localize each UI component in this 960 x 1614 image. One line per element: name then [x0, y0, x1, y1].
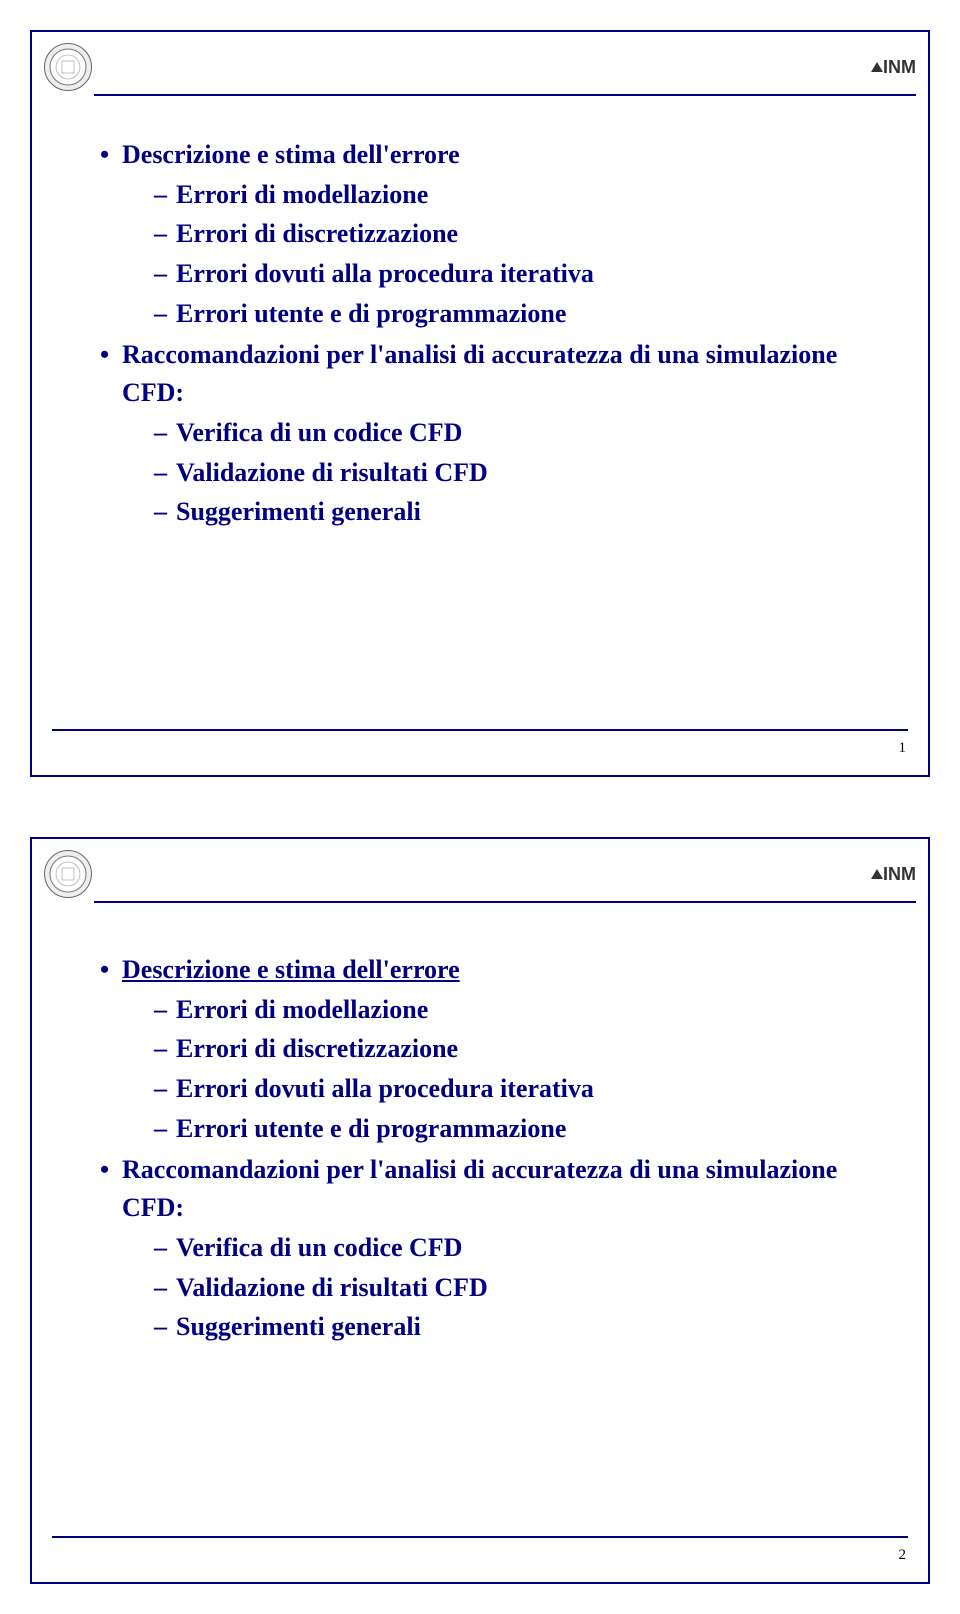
bullet-level2: Errori dovuti alla procedura iterativa: [154, 1070, 884, 1108]
bullet-level2: Errori di discretizzazione: [154, 1030, 884, 1068]
triangle-icon: [871, 869, 883, 879]
slide-1: INM Descrizione e stima dell'errore Erro…: [0, 0, 960, 807]
slide-border: INM Descrizione e stima dell'errore Erro…: [30, 837, 930, 1584]
bullet-level2: Suggerimenti generali: [154, 1308, 884, 1346]
bullet-level1: Descrizione e stima dell'errore Errori d…: [100, 951, 884, 1147]
bullet-level1: Raccomandazioni per l'analisi di accurat…: [100, 336, 884, 530]
bullet-level1: Raccomandazioni per l'analisi di accurat…: [100, 1151, 884, 1345]
bullet-level2: Validazione di risultati CFD: [154, 454, 884, 492]
bullet-level2: Verifica di un codice CFD: [154, 1229, 884, 1267]
triangle-icon: [871, 62, 883, 72]
slide-header: INM: [40, 40, 920, 94]
bullet-level2: Errori di modellazione: [154, 176, 884, 214]
slide-content: Descrizione e stima dell'errore Errori d…: [40, 903, 920, 1370]
bullet-level1: Descrizione e stima dell'errore Errori d…: [100, 136, 884, 332]
bullet-level2: Errori di modellazione: [154, 991, 884, 1029]
page-number: 1: [899, 740, 907, 757]
bullet-level2: Errori utente e di programmazione: [154, 295, 884, 333]
page-number: 2: [899, 1547, 907, 1564]
slide-header: INM: [40, 847, 920, 901]
bullet-level2: Suggerimenti generali: [154, 493, 884, 531]
seal-logo-icon: [44, 43, 92, 91]
slide-2: INM Descrizione e stima dell'errore Erro…: [0, 807, 960, 1614]
slide-border: INM Descrizione e stima dell'errore Erro…: [30, 30, 930, 777]
bullet-level2: Errori utente e di programmazione: [154, 1110, 884, 1148]
logo-right-text: INM: [883, 57, 916, 78]
bullet-level2: Verifica di un codice CFD: [154, 414, 884, 452]
logo-right: INM: [871, 864, 916, 885]
bullet-level2: Errori dovuti alla procedura iterativa: [154, 255, 884, 293]
logo-right-text: INM: [883, 864, 916, 885]
footer-divider: [52, 729, 908, 731]
footer-divider: [52, 1536, 908, 1538]
bullet-level2: Errori di discretizzazione: [154, 215, 884, 253]
slide-content: Descrizione e stima dell'errore Errori d…: [40, 96, 920, 555]
bullet-text: Descrizione e stima dell'errore: [122, 955, 460, 984]
bullet-text: Raccomandazioni per l'analisi di accurat…: [122, 1155, 837, 1222]
logo-right: INM: [871, 57, 916, 78]
bullet-text: Descrizione e stima dell'errore: [122, 140, 460, 169]
bullet-level2: Validazione di risultati CFD: [154, 1269, 884, 1307]
seal-logo-icon: [44, 850, 92, 898]
bullet-text: Raccomandazioni per l'analisi di accurat…: [122, 340, 837, 407]
